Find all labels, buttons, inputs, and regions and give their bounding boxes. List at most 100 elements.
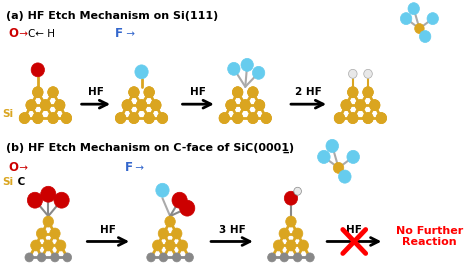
Circle shape — [137, 100, 147, 111]
Circle shape — [280, 253, 289, 262]
Circle shape — [115, 113, 126, 124]
Circle shape — [232, 87, 243, 98]
Circle shape — [298, 240, 309, 251]
Circle shape — [37, 253, 46, 262]
Circle shape — [26, 100, 36, 111]
Circle shape — [232, 113, 243, 124]
Text: 2 HF: 2 HF — [295, 87, 322, 97]
Circle shape — [232, 87, 243, 98]
Circle shape — [294, 187, 301, 195]
Circle shape — [137, 100, 147, 111]
Text: Si: Si — [2, 109, 14, 119]
Circle shape — [31, 63, 45, 77]
Circle shape — [177, 240, 188, 251]
Circle shape — [347, 87, 358, 98]
Text: F: F — [124, 161, 132, 174]
Circle shape — [355, 100, 365, 111]
Circle shape — [159, 253, 168, 262]
Circle shape — [363, 113, 373, 124]
Circle shape — [19, 113, 30, 124]
Circle shape — [40, 100, 51, 111]
Circle shape — [363, 113, 373, 124]
Circle shape — [273, 240, 284, 251]
Circle shape — [54, 192, 69, 208]
Circle shape — [185, 253, 193, 262]
Circle shape — [48, 113, 58, 124]
Circle shape — [31, 240, 41, 251]
Circle shape — [151, 100, 161, 111]
Circle shape — [347, 113, 358, 124]
Circle shape — [173, 253, 181, 262]
Circle shape — [151, 100, 161, 111]
Circle shape — [40, 100, 51, 111]
Circle shape — [144, 87, 155, 98]
Circle shape — [363, 87, 373, 98]
Circle shape — [157, 113, 168, 124]
Text: (a) HF Etch Mechanism on Si(111): (a) HF Etch Mechanism on Si(111) — [7, 11, 219, 21]
Circle shape — [341, 100, 351, 111]
Circle shape — [122, 100, 133, 111]
Circle shape — [232, 113, 243, 124]
Text: HF: HF — [346, 225, 362, 235]
Circle shape — [165, 240, 175, 251]
Text: HF: HF — [190, 87, 206, 97]
Circle shape — [55, 100, 65, 111]
Circle shape — [268, 253, 276, 262]
Circle shape — [156, 183, 169, 197]
Text: →: → — [122, 29, 135, 39]
Circle shape — [153, 240, 163, 251]
Circle shape — [292, 228, 303, 239]
Text: →: → — [132, 163, 144, 173]
Text: No Further
Reaction: No Further Reaction — [396, 226, 463, 247]
Circle shape — [255, 100, 265, 111]
Text: O: O — [9, 27, 18, 40]
Circle shape — [144, 113, 155, 124]
Text: C: C — [14, 177, 25, 187]
Circle shape — [226, 100, 236, 111]
Circle shape — [240, 100, 250, 111]
Circle shape — [347, 150, 359, 163]
Circle shape — [129, 87, 139, 98]
Circle shape — [129, 87, 139, 98]
Text: F: F — [115, 27, 123, 40]
Text: ← H: ← H — [32, 29, 55, 39]
Circle shape — [172, 228, 182, 239]
Circle shape — [341, 100, 351, 111]
Text: HF: HF — [88, 87, 104, 97]
Circle shape — [51, 253, 59, 262]
Circle shape — [61, 113, 72, 124]
Circle shape — [240, 100, 250, 111]
Circle shape — [55, 240, 66, 251]
Circle shape — [135, 65, 148, 79]
Circle shape — [253, 66, 265, 79]
Circle shape — [48, 87, 58, 98]
Circle shape — [408, 3, 419, 15]
Circle shape — [158, 228, 169, 239]
Circle shape — [61, 113, 72, 124]
Circle shape — [247, 113, 258, 124]
Text: →: → — [16, 163, 28, 173]
Circle shape — [326, 139, 338, 153]
Circle shape — [43, 240, 54, 251]
Circle shape — [255, 100, 265, 111]
Circle shape — [369, 100, 380, 111]
Circle shape — [180, 200, 195, 216]
Text: HF: HF — [100, 225, 116, 235]
Circle shape — [144, 113, 155, 124]
Circle shape — [293, 253, 302, 262]
Circle shape — [219, 113, 229, 124]
Circle shape — [144, 87, 155, 98]
Circle shape — [41, 186, 56, 202]
Circle shape — [48, 113, 58, 124]
Circle shape — [147, 253, 155, 262]
Circle shape — [33, 87, 43, 98]
Circle shape — [369, 100, 380, 111]
Circle shape — [286, 240, 296, 251]
Circle shape — [348, 69, 357, 78]
Circle shape — [247, 87, 258, 98]
Text: C: C — [27, 29, 35, 39]
Circle shape — [19, 113, 30, 124]
Circle shape — [363, 87, 373, 98]
Circle shape — [334, 113, 345, 124]
Circle shape — [33, 113, 43, 124]
